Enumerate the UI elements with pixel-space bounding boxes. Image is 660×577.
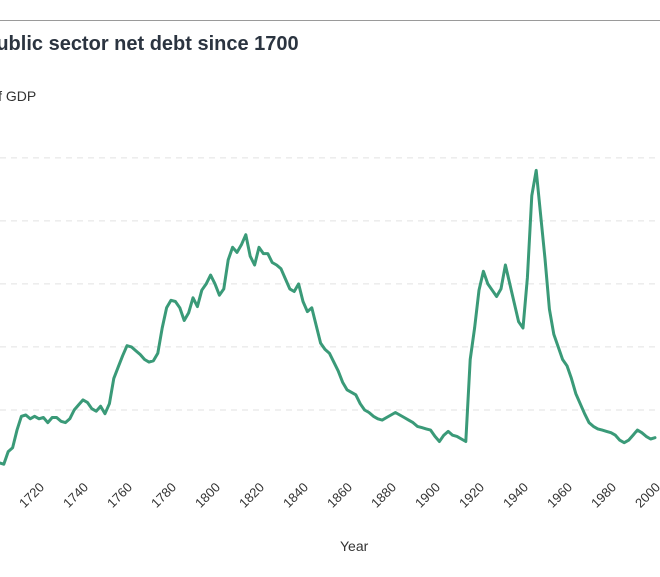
- x-tick-labels: 1700 1720 1740 1760 1780 1800 1820 1840 1860 1880…: [0, 480, 660, 511]
- series-line-net-debt: [0, 168, 657, 466]
- x-tick-label: 1940: [500, 480, 531, 511]
- x-tick-label: 1740: [60, 480, 91, 511]
- x-tick-label: 1760: [104, 480, 135, 511]
- x-axis-label: Year: [340, 538, 369, 554]
- x-tick-label: 1820: [236, 480, 267, 511]
- x-tick-label: 1700: [0, 480, 3, 511]
- x-tick-label: 2000: [632, 480, 660, 511]
- x-tick-label: 1860: [324, 480, 355, 511]
- x-tick-label: 1840: [280, 480, 311, 511]
- x-tick-label: 1800: [192, 480, 223, 511]
- gridlines: [0, 157, 660, 411]
- x-tick-label: 1920: [456, 480, 487, 511]
- x-tick-label: 1980: [588, 480, 619, 511]
- chart-title: Public sector net debt since 1700: [0, 33, 299, 55]
- x-tick-label: 1880: [368, 480, 399, 511]
- x-tick-label: 1960: [544, 480, 575, 511]
- x-tick-label: 1900: [412, 480, 443, 511]
- x-tick-label: 1780: [148, 480, 179, 511]
- top-rule: [0, 20, 660, 21]
- x-tick-label: 1720: [16, 480, 47, 511]
- y-axis-unit-label: % of GDP: [0, 88, 37, 104]
